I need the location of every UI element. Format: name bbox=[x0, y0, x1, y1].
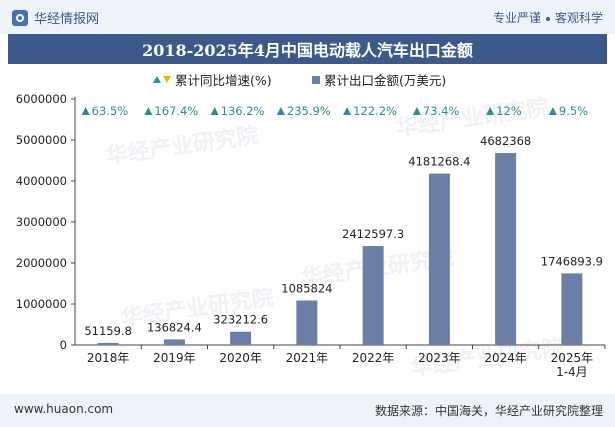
bar-value-label: 2412597.3 bbox=[342, 227, 404, 241]
growth-up-arrow-icon bbox=[343, 107, 352, 115]
bar-value-label: 323212.6 bbox=[213, 313, 268, 327]
y-tick-label: 0 bbox=[60, 338, 67, 352]
bar-value-label: 1085824 bbox=[281, 281, 332, 295]
growth-value-label: 73.4% bbox=[423, 104, 460, 118]
chart-title: 2018-2025年4月中国电动载人汽车出口金额 bbox=[142, 41, 473, 60]
y-tick-label: 3000000 bbox=[16, 215, 67, 229]
y-tick-label: 4000000 bbox=[16, 174, 67, 188]
x-tick-label: 1-4月 bbox=[556, 365, 588, 379]
footer-url[interactable]: www.huaon.com bbox=[14, 402, 114, 416]
growth-value-label: 9.5% bbox=[559, 104, 588, 118]
growth-value-label: 235.9% bbox=[287, 104, 331, 118]
x-tick-label: 2024年 bbox=[484, 351, 527, 365]
huaon-logo-icon bbox=[12, 9, 28, 26]
growth-up-arrow-icon bbox=[276, 107, 285, 115]
x-tick-label: 2021年 bbox=[286, 351, 329, 365]
legend-growth-label: 累计同比增速(%) bbox=[175, 73, 272, 88]
chart-title-bar: 2018-2025年4月中国电动载人汽车出口金额 bbox=[8, 34, 607, 64]
y-tick-label: 2000000 bbox=[16, 256, 67, 270]
x-tick-label: 2020年 bbox=[219, 351, 262, 365]
bar-value-label: 51159.8 bbox=[84, 324, 132, 338]
bar bbox=[561, 273, 583, 345]
bar-value-label: 136824.4 bbox=[147, 320, 202, 334]
growth-up-arrow-icon bbox=[81, 107, 90, 115]
slogan: 专业严谨 客观科学 bbox=[493, 9, 603, 26]
legend-amount-swatch bbox=[312, 76, 320, 84]
y-tick-label: 1000000 bbox=[16, 297, 67, 311]
growth-up-arrow-icon bbox=[210, 107, 219, 115]
bar bbox=[230, 331, 252, 345]
growth-up-arrow-icon bbox=[412, 107, 421, 115]
bullet-dot-icon bbox=[545, 16, 550, 21]
top-bar: 华经情报网 专业严谨 客观科学 bbox=[0, 0, 615, 34]
legend-growth-up-arrow-icon bbox=[153, 76, 161, 83]
bar bbox=[97, 342, 119, 345]
footer-source: 数据来源：中国海关，华经产业研究院整理 bbox=[374, 404, 603, 418]
bar bbox=[296, 300, 318, 345]
bar bbox=[163, 339, 185, 345]
slogan-tag-1: 专业严谨 bbox=[492, 11, 541, 25]
y-tick-label: 6000000 bbox=[16, 92, 67, 106]
growth-value-label: 63.5% bbox=[92, 104, 129, 118]
bar-value-label: 4181268.4 bbox=[408, 155, 470, 169]
x-tick-label: 2023年 bbox=[418, 351, 461, 365]
bar-value-label: 4682368 bbox=[480, 134, 531, 148]
legend-growth-down-arrow-icon bbox=[163, 76, 171, 83]
x-tick-label: 2019年 bbox=[153, 351, 196, 365]
bar bbox=[495, 153, 517, 345]
bar bbox=[428, 173, 450, 345]
growth-up-arrow-icon bbox=[144, 107, 153, 115]
growth-up-arrow-icon bbox=[486, 107, 495, 115]
brand-name: 华经情报网 bbox=[34, 12, 100, 27]
x-tick-label: 2022年 bbox=[352, 351, 395, 365]
growth-value-label: 122.2% bbox=[353, 104, 397, 118]
x-tick-label: 2025年 bbox=[551, 351, 594, 365]
slogan-tag-2: 客观科学 bbox=[554, 11, 603, 25]
legend-amount-label: 累计出口金额(万美元) bbox=[324, 73, 446, 88]
growth-up-arrow-icon bbox=[548, 107, 557, 115]
brand[interactable]: 华经情报网 bbox=[12, 8, 99, 27]
footer: www.huaon.com 数据来源：中国海关，华经产业研究院整理 bbox=[0, 394, 615, 427]
x-tick-label: 2018年 bbox=[87, 351, 130, 365]
growth-value-label: 167.4% bbox=[154, 104, 198, 118]
growth-value-label: 136.2% bbox=[221, 104, 265, 118]
bar-chart: 0 1000000 2000000 3000000 4000000 5000000 6000… bbox=[16, 73, 606, 379]
growth-value-label: 12% bbox=[496, 104, 522, 118]
bar-value-label: 1746893.9 bbox=[541, 254, 603, 268]
bar bbox=[362, 246, 384, 345]
y-tick-label: 5000000 bbox=[16, 133, 67, 147]
